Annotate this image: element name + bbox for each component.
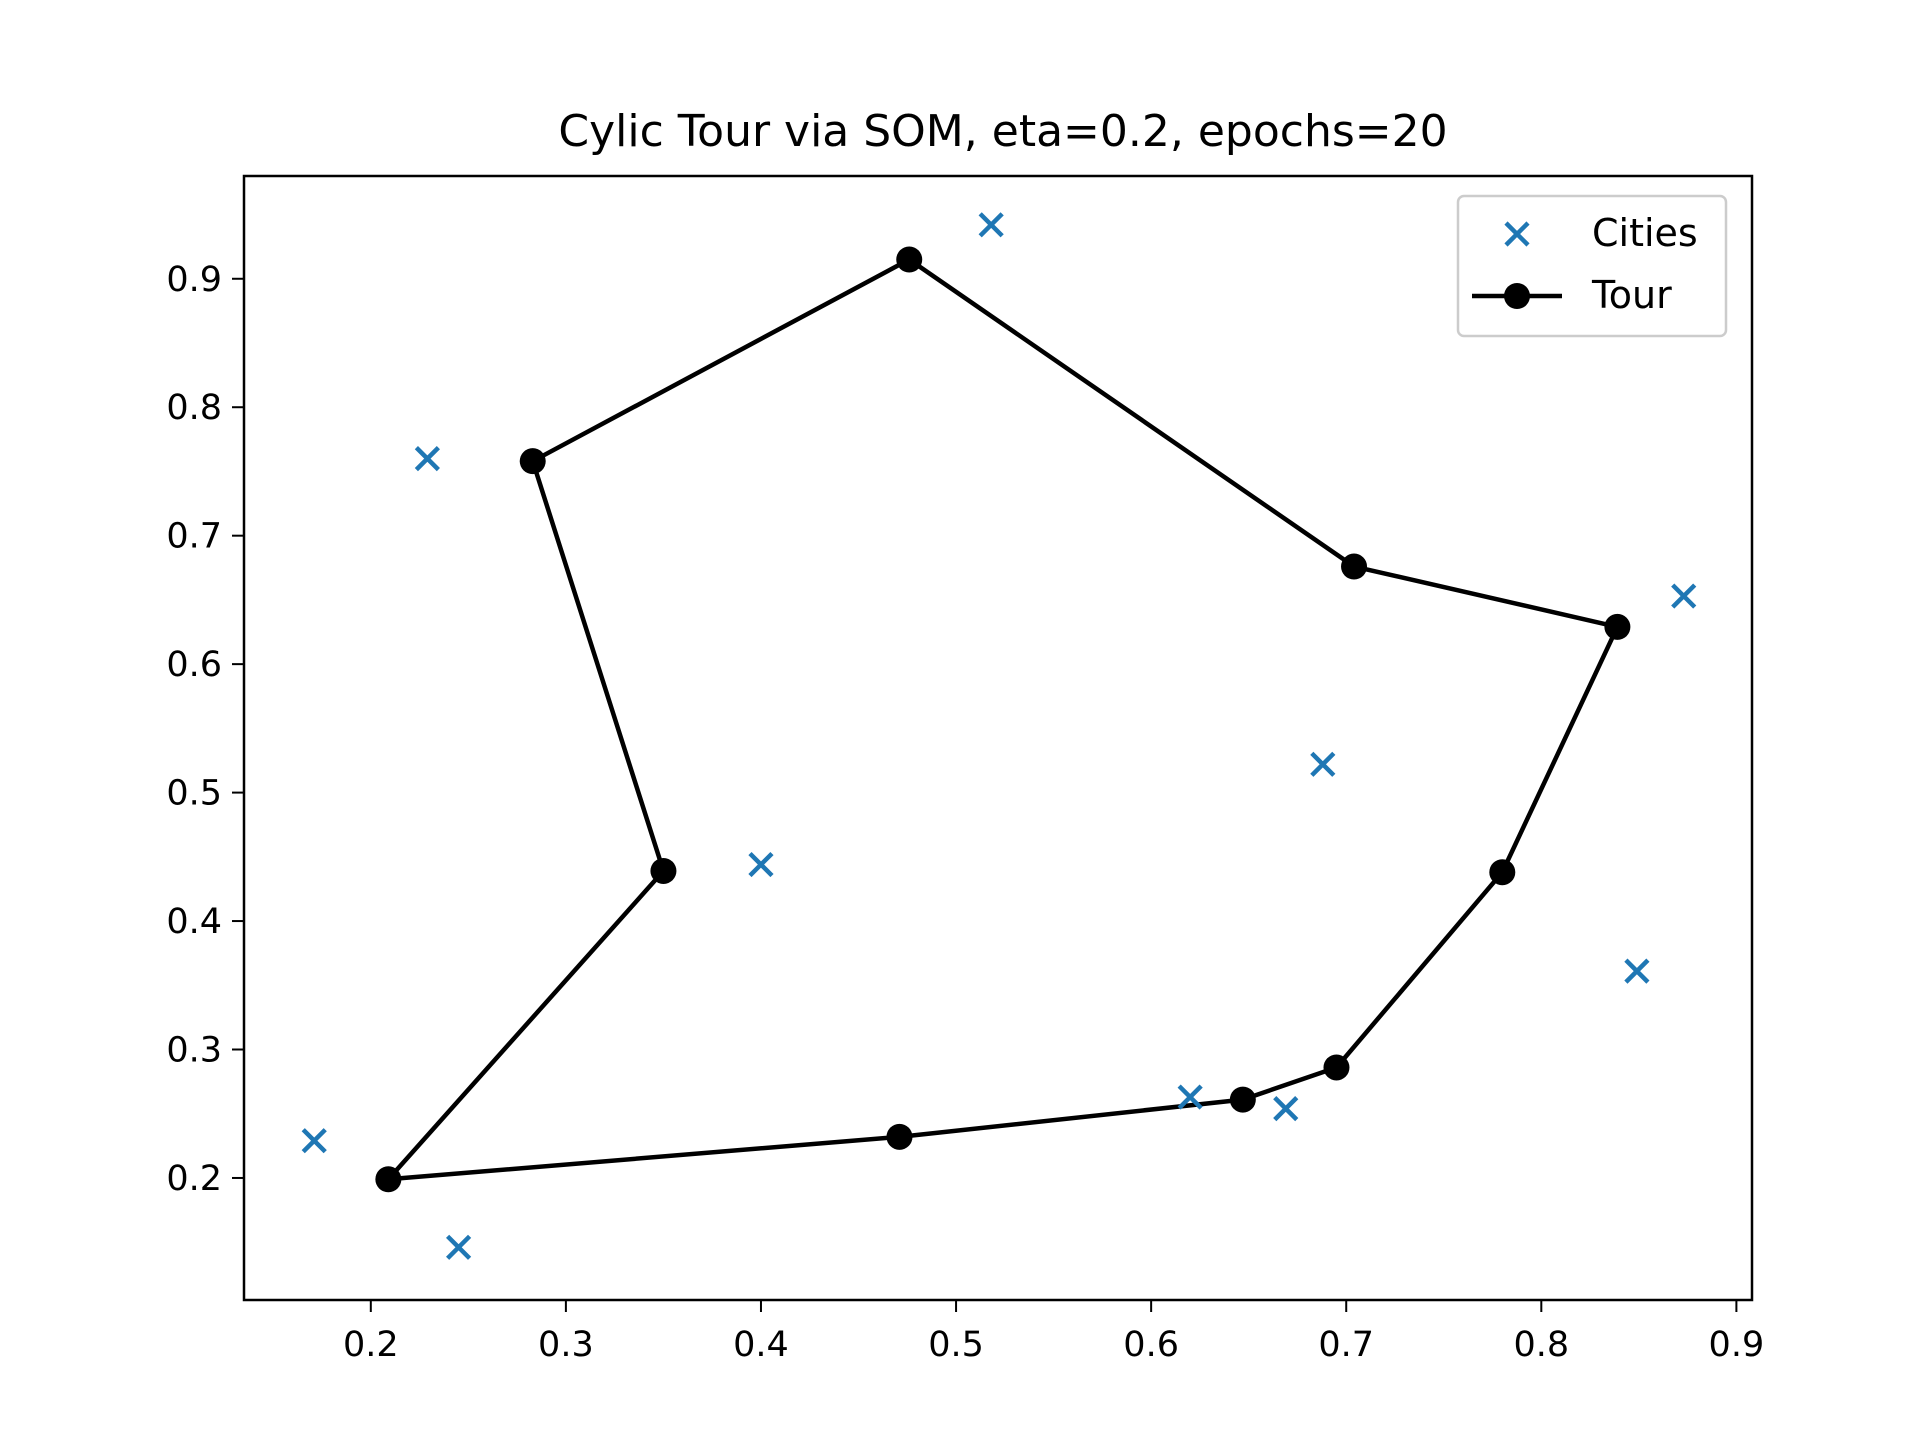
city-marker-stroke (414, 446, 440, 472)
city-marker (1273, 1096, 1299, 1122)
city-marker (446, 1234, 472, 1260)
tour-node (519, 448, 546, 475)
tour-node (650, 857, 677, 884)
city-marker-stroke (1671, 583, 1697, 609)
city-marker (1671, 583, 1697, 609)
x-tick-label: 0.7 (1318, 1325, 1374, 1365)
x-tick-label: 0.3 (538, 1325, 594, 1365)
plot-area (242, 174, 1754, 1302)
city-marker (748, 851, 774, 878)
y-axis: 0.2 0.3 0.4 0.5 0.6 0.7 0.8 0.9 (166, 260, 244, 1199)
tour-node (375, 1166, 402, 1193)
city-marker-stroke (301, 1128, 327, 1154)
x-tick-label: 0.2 (343, 1325, 399, 1365)
city-marker-stroke (446, 1234, 472, 1260)
city-marker (301, 1128, 327, 1154)
legend-cities-marker (1504, 221, 1530, 247)
plot-frame (242, 174, 1754, 1302)
tour-node (1323, 1054, 1350, 1081)
tour-node (1341, 553, 1368, 580)
tour-layer (375, 246, 1631, 1193)
city-marker (978, 212, 1004, 238)
y-tick-label: 0.4 (166, 902, 222, 942)
x-tick-label: 0.4 (733, 1325, 789, 1365)
tour-node (1489, 859, 1516, 886)
legend: Cities Tour (1456, 194, 1728, 338)
y-tick-label: 0.3 (166, 1031, 222, 1071)
city-marker-stroke (1273, 1096, 1299, 1122)
city-marker-stroke (1624, 958, 1650, 984)
y-tick-label: 0.6 (166, 645, 222, 685)
cities-layer (301, 212, 1697, 1260)
x-tick-label: 0.8 (1513, 1325, 1569, 1365)
city-marker-stroke (1310, 751, 1336, 777)
chart-title: Cylic Tour via SOM, eta=0.2, epochs=20 (558, 106, 1447, 157)
x-tick-label: 0.6 (1123, 1325, 1179, 1365)
city-marker-stroke (1504, 221, 1530, 247)
y-tick-label: 0.2 (166, 1159, 222, 1199)
x-axis: 0.2 0.3 0.4 0.5 0.6 0.7 0.8 0.9 (343, 1300, 1764, 1365)
city-marker-stroke (748, 851, 774, 878)
tour-node (1604, 613, 1631, 640)
legend-tour-marker (1504, 283, 1530, 309)
legend-cities-label: Cities (1592, 211, 1698, 255)
city-marker-stroke (978, 212, 1004, 238)
city-marker (414, 446, 440, 472)
x-tick-label: 0.9 (1709, 1325, 1765, 1365)
y-tick-label: 0.5 (166, 774, 222, 814)
city-marker-stroke (1177, 1084, 1203, 1110)
tour-node (886, 1123, 913, 1150)
city-marker (1177, 1084, 1203, 1110)
city-marker (1310, 751, 1336, 777)
tour-node (896, 246, 923, 273)
tour-node (1229, 1086, 1256, 1113)
y-tick-label: 0.8 (166, 388, 222, 428)
y-tick-label: 0.9 (166, 260, 222, 300)
y-tick-label: 0.7 (166, 517, 222, 557)
legend-tour-label: Tour (1591, 273, 1672, 317)
city-marker (1624, 958, 1650, 984)
x-tick-label: 0.5 (928, 1325, 984, 1365)
